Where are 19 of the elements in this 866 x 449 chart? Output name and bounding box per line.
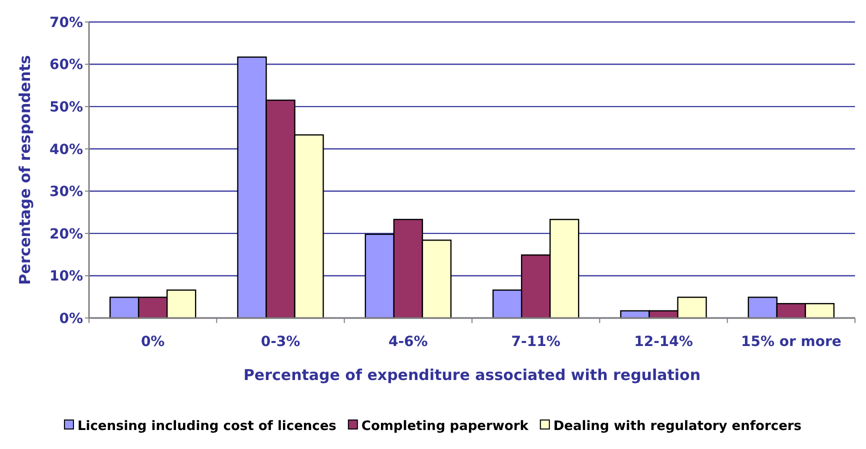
x-tick-label: 0-3% [260, 334, 300, 350]
x-tick-label: 4-6% [388, 334, 428, 350]
y-tick-label: 30% [49, 184, 83, 200]
y-tick-label: 70% [49, 14, 83, 31]
legend-label: Dealing with regulatory enforcers [553, 419, 802, 434]
legend-label: Licensing including cost of licences [77, 419, 337, 434]
y-axis-title: Percentage of respondents [16, 55, 34, 285]
y-tick-label: 50% [49, 99, 83, 116]
x-tick-label: 12-14% [634, 334, 693, 350]
y-tick-label: 0% [59, 310, 83, 327]
x-tick-label: 0% [140, 334, 165, 350]
x-tick-label: 7-11% [511, 334, 560, 350]
x-tick-label: 15% or more [740, 334, 842, 350]
y-tick-label: 40% [49, 142, 83, 158]
y-tick-label: 20% [49, 226, 83, 242]
y-tick-label: 10% [49, 268, 83, 285]
x-axis-title: Percentage of expenditure associated with regulation [243, 366, 701, 384]
legend-label: Completing paperwork [361, 419, 529, 434]
y-tick-label: 60% [49, 57, 83, 74]
